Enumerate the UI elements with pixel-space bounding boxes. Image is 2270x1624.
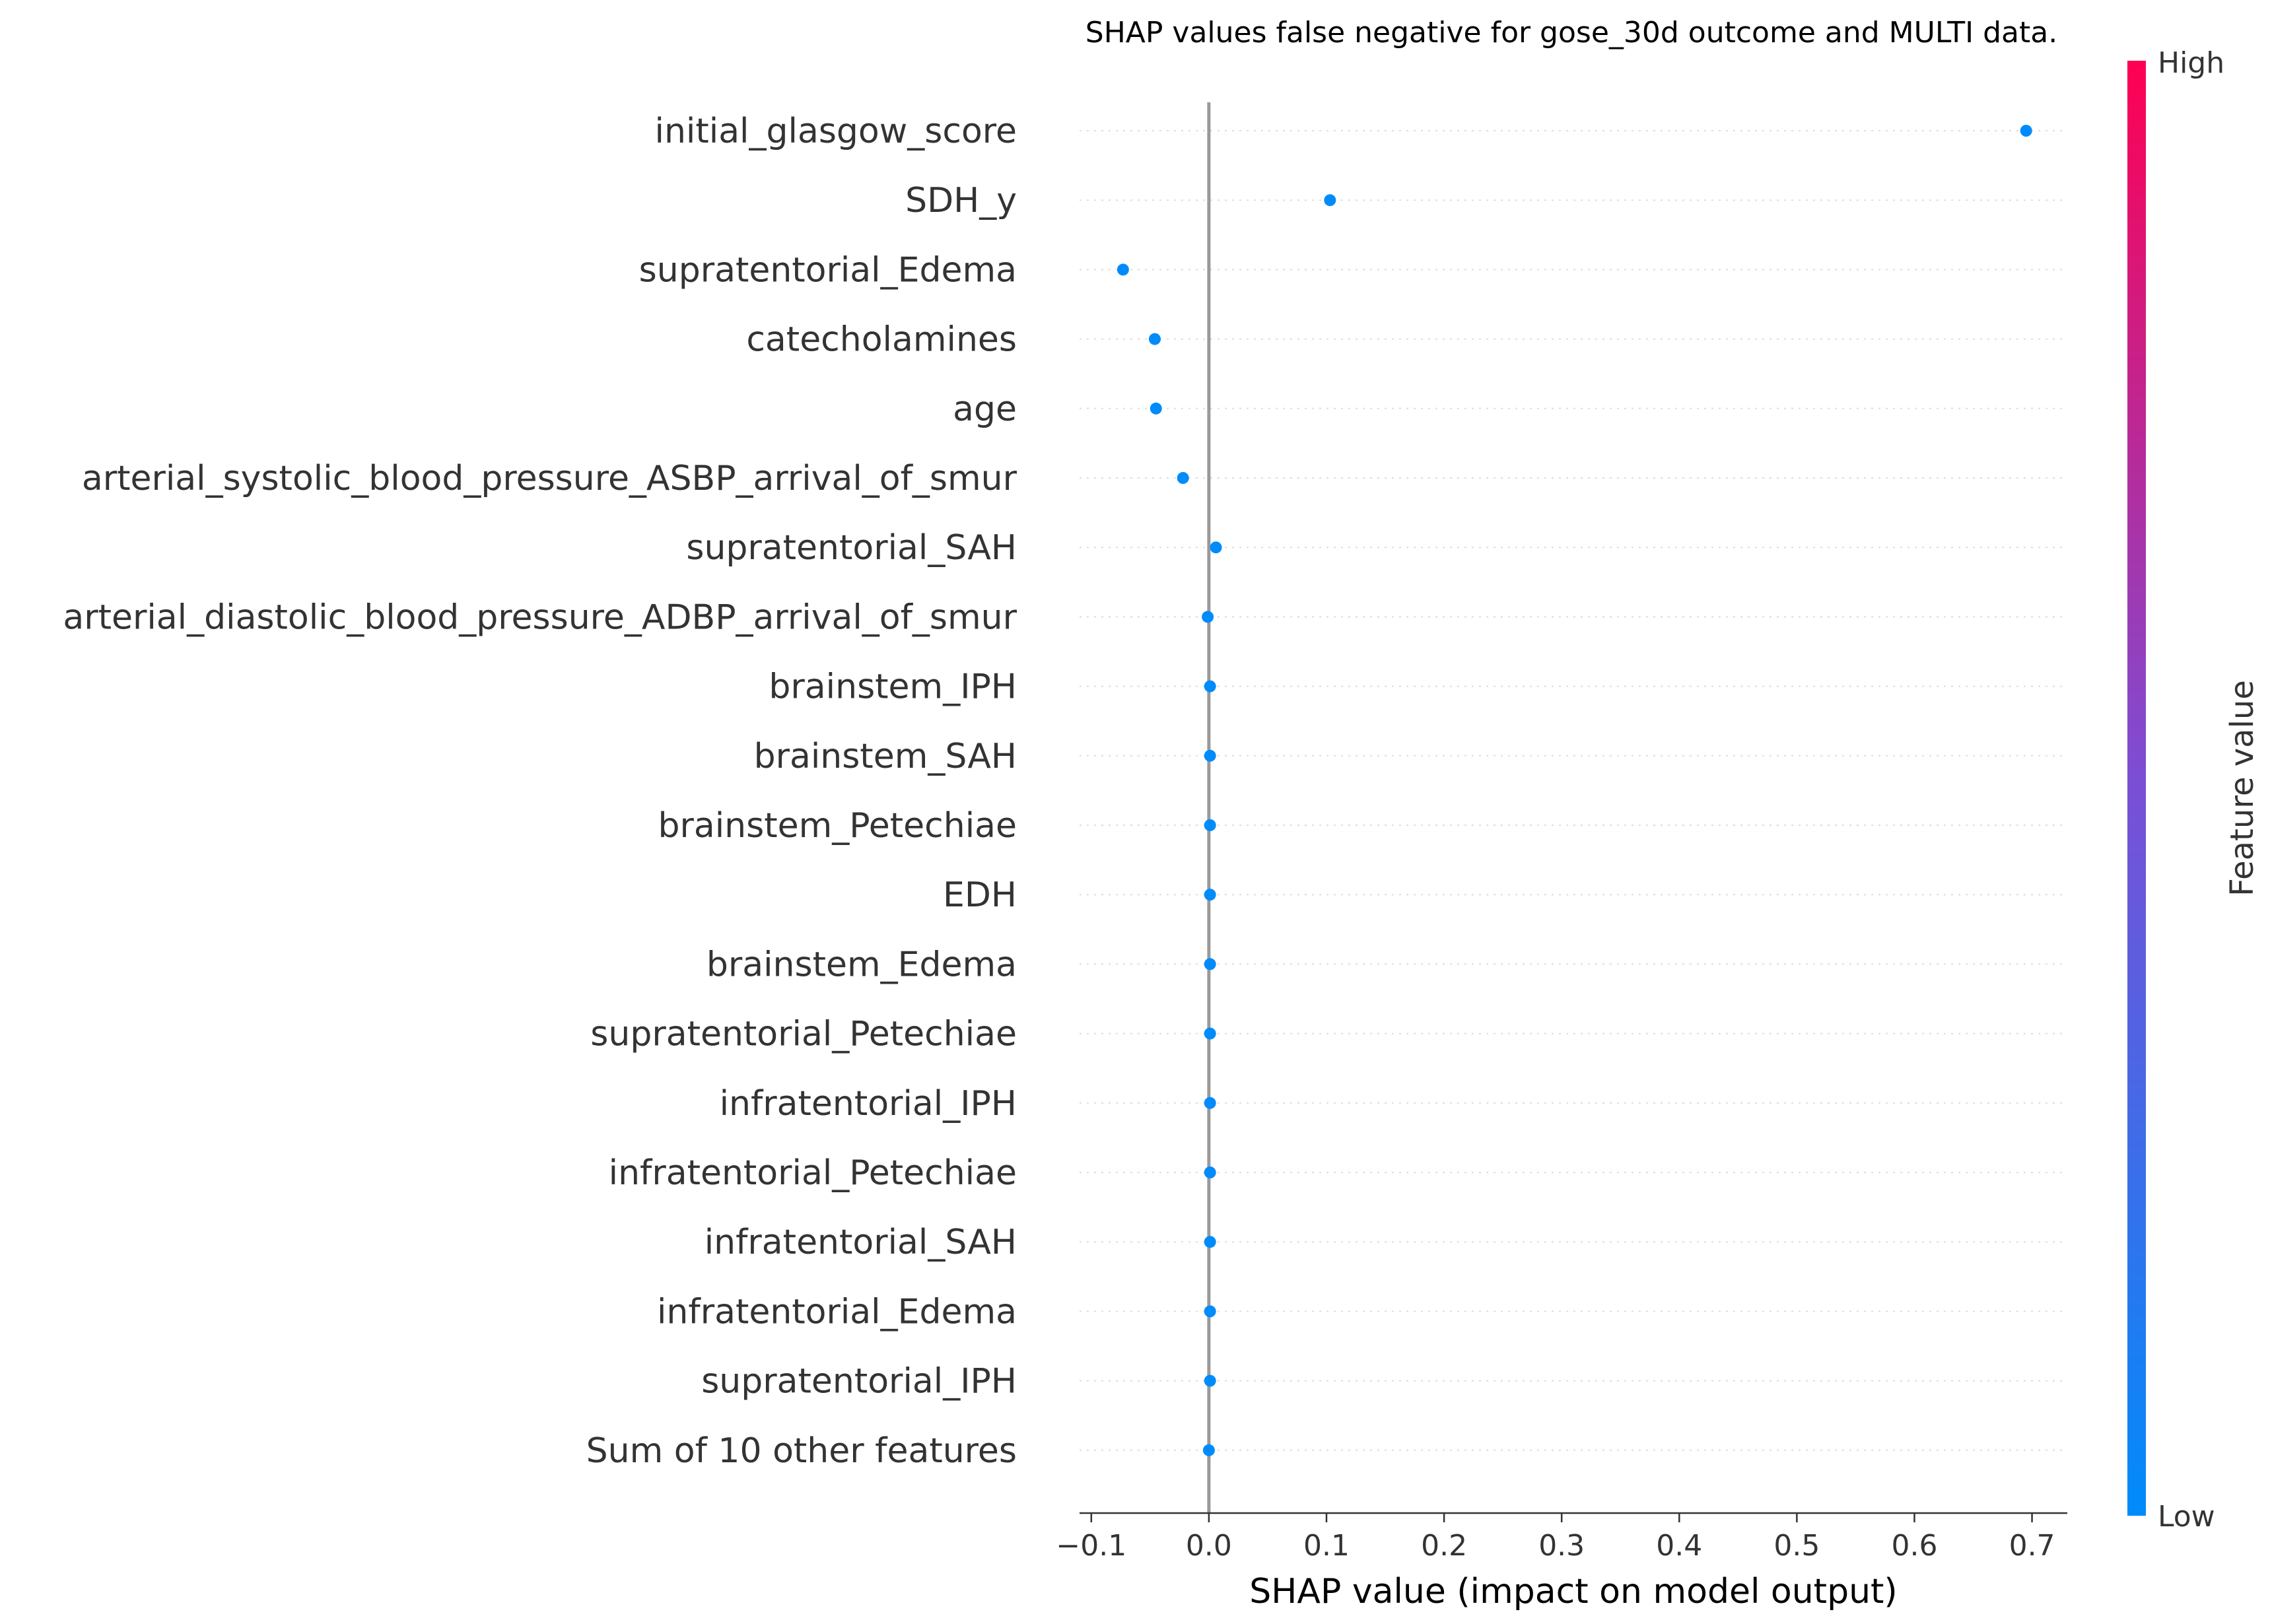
x-tick-label: 0.3 (1538, 1529, 1585, 1563)
x-tick-label: 0.1 (1303, 1529, 1350, 1563)
feature-label: brainstem_IPH (769, 667, 1017, 707)
colorbar (2127, 61, 2146, 1516)
x-axis-label: SHAP value (impact on model output) (1249, 1572, 1897, 1611)
data-point (1324, 194, 1336, 207)
data-point (1177, 472, 1189, 484)
x-ticks: −0.1 0.0 0.1 0.2 0.3 0.4 0.5 0.6 0.7 (1056, 1513, 2055, 1563)
data-point (2020, 125, 2032, 137)
data-point (1148, 333, 1161, 345)
feature-label: SDH_y (905, 181, 1017, 220)
data-point (1204, 1236, 1216, 1248)
feature-label: infratentorial_IPH (720, 1084, 1017, 1124)
feature-label: supratentorial_Petechiae (590, 1015, 1017, 1054)
x-tick-label: 0.6 (1891, 1529, 1937, 1563)
data-point (1202, 1444, 1215, 1456)
gridlines (1080, 130, 2067, 1451)
feature-label: infratentorial_Petechiae (609, 1153, 1017, 1193)
feature-label: supratentorial_IPH (701, 1362, 1017, 1402)
data-point (1204, 749, 1216, 762)
data-point (1204, 958, 1216, 970)
colorbar-title: Feature value (2224, 680, 2261, 897)
chart-title: SHAP values false negative for gose_30d … (1085, 16, 2057, 50)
feature-label: infratentorial_Edema (657, 1292, 1017, 1332)
data-point (1202, 611, 1214, 623)
data-point (1204, 889, 1216, 901)
colorbar-high-label: High (2158, 46, 2224, 80)
data-point (1204, 1027, 1216, 1040)
data-point (1204, 1305, 1216, 1318)
feature-label: age (953, 389, 1017, 429)
feature-label: supratentorial_Edema (639, 250, 1017, 290)
data-point (1204, 1167, 1216, 1178)
feature-label: initial_glasgow_score (655, 112, 1017, 151)
feature-label: infratentorial_SAH (705, 1223, 1017, 1262)
x-tick-label: 0.0 (1186, 1529, 1232, 1563)
feature-label: catecholamines (746, 320, 1017, 360)
feature-label: arterial_systolic_blood_pressure_ASBP_ar… (82, 459, 1017, 498)
feature-label: brainstem_SAH (754, 737, 1017, 776)
x-tick-label: 0.7 (2009, 1529, 2055, 1563)
feature-label: EDH (943, 875, 1017, 915)
data-point (1117, 263, 1129, 276)
x-tick-label: 0.2 (1421, 1529, 1467, 1563)
data-point (1204, 1374, 1216, 1387)
feature-label: brainstem_Edema (706, 945, 1017, 984)
data-points (1117, 125, 2032, 1456)
feature-label: arterial_diastolic_blood_pressure_ADBP_a… (63, 597, 1017, 637)
colorbar-low-label: Low (2158, 1500, 2215, 1534)
data-point (1210, 541, 1222, 554)
feature-labels: initial_glasgow_score SDH_y supratentorial… (63, 112, 1017, 1471)
data-point (1204, 819, 1216, 831)
x-tick-label: 0.5 (1773, 1529, 1820, 1563)
data-point (1204, 1097, 1216, 1109)
x-tick-label: −0.1 (1056, 1529, 1126, 1563)
data-point (1150, 402, 1162, 415)
feature-label: supratentorial_SAH (686, 528, 1017, 568)
feature-label: Sum of 10 other features (586, 1431, 1017, 1471)
feature-label: brainstem_Petechiae (658, 806, 1017, 846)
data-point (1204, 680, 1216, 693)
x-tick-label: 0.4 (1656, 1529, 1702, 1563)
